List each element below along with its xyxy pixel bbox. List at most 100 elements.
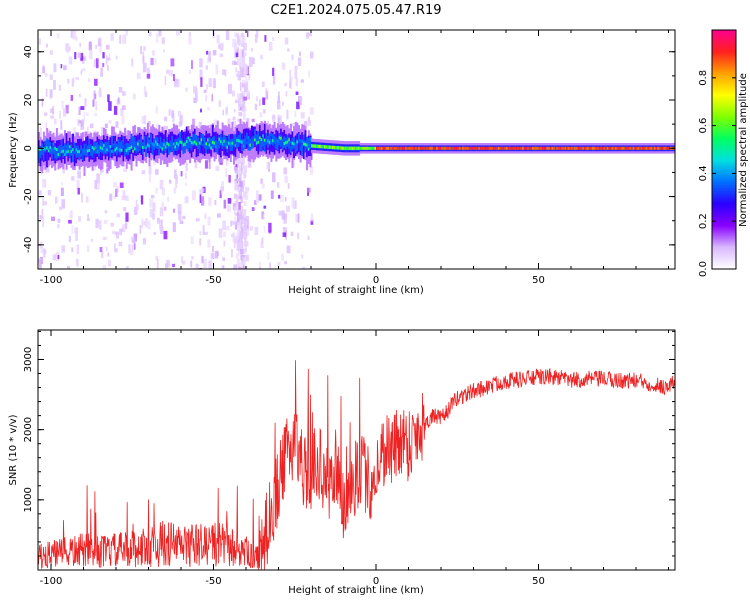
heatmap-ridge-cell [38,151,40,163]
heatmap-ridge-cell [185,126,188,148]
heatmap-ridge-cell [140,136,143,149]
heatmap-noise-cell [300,79,304,83]
heatmap-noise-cell [76,180,80,189]
heatmap-noise-cell [231,60,236,65]
heatmap-ridge-cell [244,136,247,149]
heatmap-ridge-cell [234,134,237,146]
heatmap-ridge-cell [288,136,291,149]
heatmap-noise-cell [100,67,103,77]
heatmap-noise-cell [188,69,192,74]
heatmap-core-cell [476,146,479,150]
heatmap-core-cell [270,135,273,139]
heatmap-noise-cell [310,107,314,115]
heatmap-noise-cell [116,185,119,193]
heatmap-noise-cell [230,220,233,227]
heatmap-core-cell [379,146,382,150]
heatmap-core-cell [488,146,491,150]
heatmap-ridge-cell [246,132,248,145]
heatmap-noise-cell [225,225,230,231]
heatmap-noise-cell [85,196,89,203]
heatmap-noise-cell [94,179,97,190]
heatmap-noise-cell [295,77,298,87]
heatmap-noise-cell [289,78,291,88]
heatmap-noise-cell [161,201,165,208]
heatmap-noise-cell [80,106,85,110]
heatmap-noise-cell [278,210,282,216]
heatmap-noise-cell [93,59,98,68]
heatmap-noise-cell [81,192,83,203]
heatmap-core-cell [400,146,403,150]
heatmap-noise-cell [222,109,224,116]
heatmap-noise-cell [258,99,261,107]
heatmap-ridge-cell [182,142,185,155]
heatmap-ridge-cell [78,148,81,161]
heatmap-core-cell [309,137,312,141]
heatmap-noise-cell [233,193,238,199]
heatmap-noise-cell [67,78,70,84]
heatmap-core-cell [593,146,596,150]
heatmap-core-cell [541,146,544,150]
heatmap-noise-cell [90,238,94,243]
heatmap-noise-cell [234,216,237,223]
heatmap-noise-cell [219,190,222,199]
heatmap-noise-cell [58,84,61,91]
colorbar-gradient [712,30,736,269]
heatmap-noise-cell [256,190,259,196]
heatmap-core-cell [150,144,153,148]
heatmap-core-cell [645,146,648,150]
heatmap-ridge-cell [302,134,305,147]
heatmap-core-cell [332,145,335,149]
heatmap-ridge-cell [263,123,266,145]
heatmap-noise-cell [235,164,238,168]
heatmap-core-cell [616,146,619,150]
heatmap-noise-cell [45,88,48,97]
heatmap-core-cell [103,144,105,148]
heatmap-core-cell [585,146,588,150]
heatmap-noise-cell [98,220,102,230]
x-tick-label: -100 [40,576,63,587]
heatmap-noise-cell [242,268,246,269]
heatmap-core-cell [294,140,297,144]
heatmap-core-cell [574,146,577,150]
heatmap-noise-cell [206,84,208,90]
heatmap-noise-cell [147,67,150,77]
heatmap-noise-cell [216,34,220,44]
heatmap-core-cell [289,143,292,147]
heatmap-core-cell [280,136,283,140]
heatmap-ridge-cell [195,135,198,147]
heatmap-noise-cell [282,101,284,106]
heatmap-core-cell [470,146,473,150]
heatmap-core-cell [522,146,525,150]
heatmap-core-cell [47,149,50,153]
heatmap-noise-cell [208,51,212,61]
heatmap-noise-cell [260,241,264,249]
heatmap-noise-cell [200,77,203,87]
heatmap-core-cell [588,146,591,150]
heatmap-core-cell [517,146,520,150]
heatmap-core-cell [104,149,107,153]
heatmap-noise-cell [260,178,263,184]
heatmap-core-cell [262,134,265,138]
heatmap-noise-cell [200,108,202,113]
heatmap-core-cell [549,146,552,150]
heatmap-noise-cell [137,204,140,211]
heatmap-core-cell [554,146,557,150]
heatmap-core-cell [657,146,660,150]
heatmap-core-cell [452,146,455,150]
heatmap-noise-cell [125,130,130,136]
heatmap-noise-cell [252,57,255,65]
heatmap-noise-cell [240,32,245,37]
heatmap-noise-cell [69,210,73,219]
heatmap-core-cell [426,146,429,150]
heatmap-core-cell [78,150,81,154]
heatmap-noise-cell [77,52,82,58]
heatmap-core-cell [666,146,669,150]
heatmap-noise-cell [43,201,47,206]
heatmap-noise-cell [139,225,142,235]
heatmap-noise-cell [249,226,253,231]
heatmap-ridge-cell [176,139,179,151]
heatmap-noise-cell [92,99,95,107]
heatmap-noise-cell [306,32,309,39]
heatmap-ridge-cell [304,130,307,151]
heatmap-core-cell [525,146,528,150]
